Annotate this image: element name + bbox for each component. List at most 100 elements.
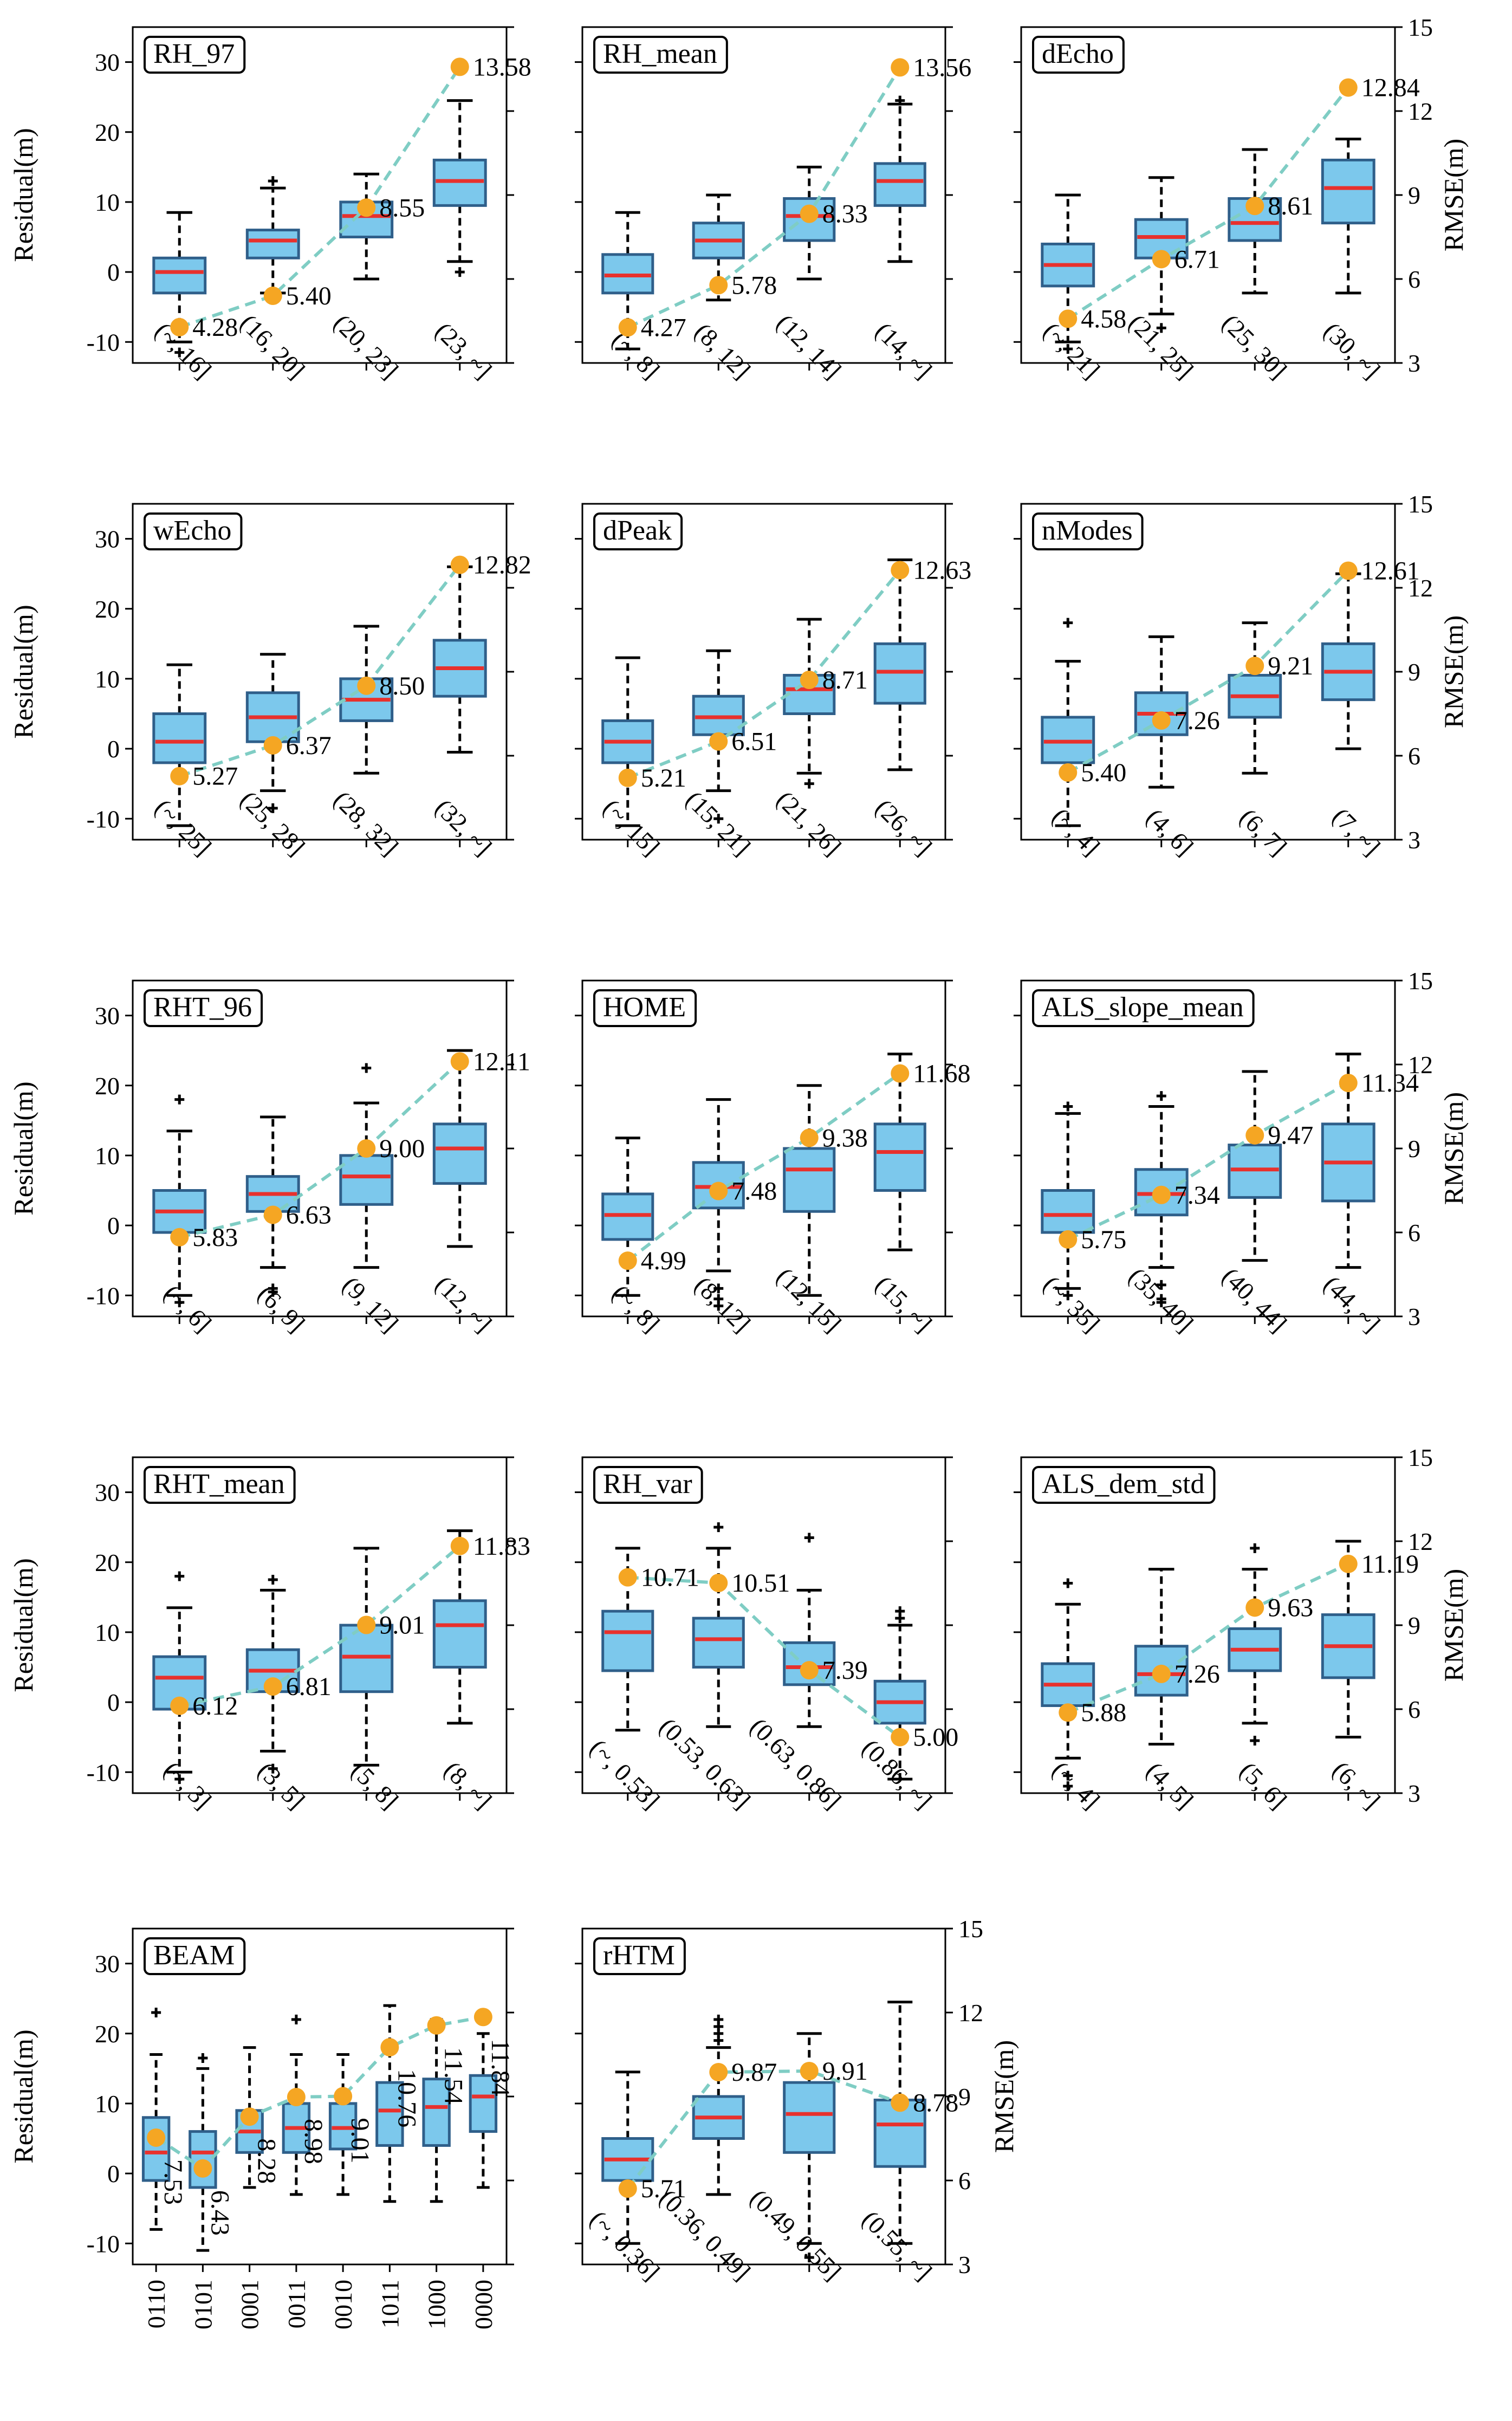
- rmse-value-label: 4.99: [641, 1247, 686, 1275]
- x-tick-label: 0010: [329, 2280, 357, 2329]
- rmse-value-label: 7.53: [159, 2159, 187, 2205]
- left-tick-label: 10: [95, 1142, 120, 1170]
- right-tick-label: 9: [1408, 658, 1420, 686]
- panel-title-box: [144, 36, 246, 74]
- panel-title-box: [144, 1466, 296, 1504]
- panel-title-box: [593, 512, 683, 550]
- rmse-value-label: 9.87: [731, 2058, 777, 2087]
- outlier-marker: [455, 267, 465, 277]
- rmse-value-label: 6.63: [286, 1200, 332, 1229]
- rmse-value-label: 9.63: [1268, 1593, 1313, 1622]
- right-tick-label: 15: [958, 1915, 983, 1943]
- rmse-value-label: 6.12: [192, 1692, 238, 1721]
- left-tick-label: -10: [87, 2230, 120, 2257]
- box: [1321, 158, 1375, 225]
- right-axis-label: RMSE(m): [1438, 615, 1469, 728]
- outlier-marker: [713, 814, 724, 824]
- outlier-marker: [1063, 618, 1073, 628]
- right-tick-label: 12: [958, 1999, 983, 2027]
- box: [339, 1154, 394, 1206]
- left-tick-label: 0: [107, 735, 120, 763]
- rmse-point: [1152, 1664, 1171, 1683]
- outlier-marker: [1156, 1091, 1166, 1101]
- panel-rh-mean: (~, 8] (8, 12] (12, 14] (14, ~]4.275.788.33…: [575, 26, 971, 384]
- rmse-point: [450, 1536, 469, 1555]
- rmse-line: [179, 66, 462, 329]
- outlier-marker: [804, 778, 814, 789]
- rmse-point: [1339, 78, 1358, 97]
- rmse-point: [147, 2128, 166, 2147]
- rmse-line: [179, 563, 462, 778]
- rmse-value-label: 7.34: [1174, 1181, 1220, 1210]
- left-tick-label: 10: [95, 2090, 120, 2118]
- right-axis-label: RMSE(m): [1438, 1092, 1469, 1205]
- rmse-point: [618, 2179, 637, 2198]
- outlier-marker: [268, 1287, 278, 1297]
- panel-title: RHT_96: [153, 992, 252, 1023]
- rmse-point: [1339, 1074, 1358, 1093]
- panel-title-box: [144, 989, 263, 1027]
- outlier-marker: [1063, 344, 1073, 354]
- rmse-point: [357, 1615, 376, 1634]
- outlier-marker: [1063, 1101, 1073, 1112]
- left-tick-label: 20: [95, 2020, 120, 2048]
- right-tick-label: 12: [1408, 1528, 1433, 1555]
- rmse-value-label: 12.61: [1361, 556, 1420, 585]
- rmse-value-label: 5.71: [641, 2175, 686, 2203]
- panel-title-box: [593, 989, 697, 1027]
- panel-title: ALS_slope_mean: [1042, 992, 1244, 1023]
- rmse-value-label: 8.50: [379, 672, 425, 700]
- rmse-point: [1245, 1126, 1264, 1145]
- rmse-point: [800, 204, 819, 223]
- rmse-point: [709, 276, 728, 295]
- rmse-point: [1059, 1230, 1078, 1249]
- outlier-marker: [268, 803, 278, 813]
- left-tick-label: 0: [107, 258, 120, 286]
- rmse-value-label: 12.63: [913, 556, 971, 585]
- rmse-point: [800, 1128, 819, 1147]
- panel-title-box: [593, 36, 728, 74]
- rmse-point: [357, 1139, 376, 1158]
- right-tick-label: 6: [958, 2167, 971, 2195]
- rmse-value-label: 6.37: [286, 731, 332, 760]
- rmse-value-label: 11.68: [913, 1060, 970, 1088]
- rmse-value-label: 11.19: [1361, 1550, 1419, 1579]
- rmse-point: [170, 1228, 189, 1247]
- left-tick-label: 30: [95, 525, 120, 553]
- box: [783, 1147, 836, 1213]
- rmse-line: [626, 2069, 901, 2190]
- rmse-value-label: 6.43: [205, 2190, 234, 2236]
- right-tick-label: 9: [1408, 1612, 1420, 1639]
- panel-title-box: [1032, 989, 1255, 1027]
- rmse-value-label: 4.58: [1081, 304, 1126, 333]
- rmse-value-label: 5.88: [1081, 1698, 1126, 1727]
- outlier-marker: [198, 2053, 208, 2063]
- right-tick-label: 12: [1408, 98, 1433, 125]
- rmse-value-label: 11.84: [486, 2039, 515, 2096]
- rmse-value-label: 7.26: [1174, 1660, 1220, 1689]
- rmse-point: [170, 767, 189, 786]
- outlier-marker: [268, 1763, 278, 1774]
- rmse-point: [240, 2107, 259, 2126]
- right-tick-label: 3: [1408, 1303, 1420, 1330]
- outlier-marker: [1156, 1280, 1166, 1290]
- rmse-value-label: 6.51: [731, 728, 777, 756]
- rmse-point: [1245, 1598, 1264, 1617]
- rmse-point: [1059, 1703, 1078, 1722]
- right-tick-label: 6: [1408, 1219, 1420, 1247]
- rmse-value-label: 9.00: [379, 1134, 425, 1163]
- rmse-point: [263, 1677, 282, 1696]
- rmse-point: [1059, 763, 1078, 782]
- left-axis-label: Residual(m): [8, 2029, 38, 2163]
- rmse-value-label: 8.55: [379, 193, 425, 222]
- rmse-point: [891, 2093, 910, 2112]
- left-tick-label: -10: [87, 328, 120, 356]
- box: [152, 256, 207, 295]
- rmse-value-label: 5.83: [192, 1223, 238, 1252]
- rmse-point: [450, 1052, 469, 1071]
- panel-title-box: [593, 1937, 686, 1975]
- right-tick-label: 9: [1408, 181, 1420, 209]
